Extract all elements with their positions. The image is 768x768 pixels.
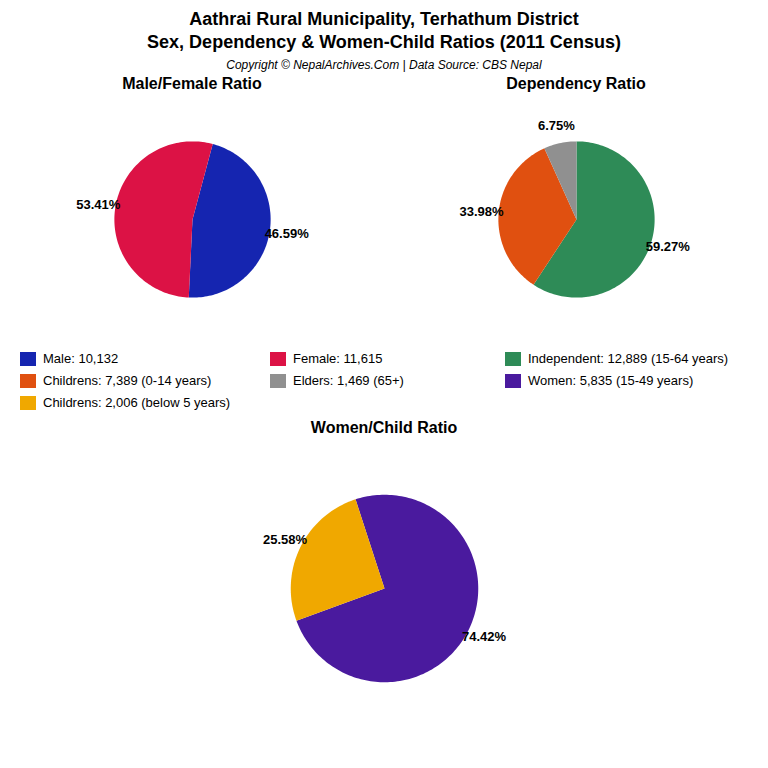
svg-text:53.41%: 53.41% — [76, 197, 121, 212]
html-text:Childrens: 7,389 (0-14 years): Childrens: 7,389 (0-14 years) — [43, 373, 212, 388]
svg-text:33.98%: 33.98% — [459, 204, 504, 219]
svg-text:25.58%: 25.58% — [263, 532, 308, 547]
html-text:Sex, Dependency & Women-Child: Sex, Dependency & Women-Child Ratios (20… — [147, 32, 621, 52]
html-text:Male/Female Ratio: Male/Female Ratio — [122, 75, 262, 92]
html-text:Dependency Ratio: Dependency Ratio — [506, 75, 646, 92]
html-text:Women/Child Ratio: Women/Child Ratio — [310, 419, 458, 436]
html-text:Female: 11,615: Female: 11,615 — [293, 351, 383, 366]
html-text:Independent: 12,889 (15-64 yea: Independent: 12,889 (15-64 years) — [528, 351, 729, 366]
html-text:Childrens: 2,006 (below 5 year: Childrens: 2,006 (below 5 years) — [43, 395, 231, 410]
html-text:Aathrai Rural Municipality, Te: Aathrai Rural Municipality, Terhathum Di… — [189, 9, 579, 29]
html-text:Male: 10,132: Male: 10,132 — [43, 351, 119, 366]
svg-text:59.27%: 59.27% — [646, 239, 691, 254]
svg-text:46.59%: 46.59% — [265, 226, 310, 241]
svg-text:6.75%: 6.75% — [538, 118, 575, 133]
html-text:Women: 5,835 (15-49 years): Women: 5,835 (15-49 years) — [528, 373, 694, 388]
html-text:Elders: 1,469 (65+): Elders: 1,469 (65+) — [293, 373, 404, 388]
svg-text:74.42%: 74.42% — [462, 629, 507, 644]
html-text:Copyright © NepalArchives.Com: Copyright © NepalArchives.Com | Data Sou… — [226, 58, 542, 72]
